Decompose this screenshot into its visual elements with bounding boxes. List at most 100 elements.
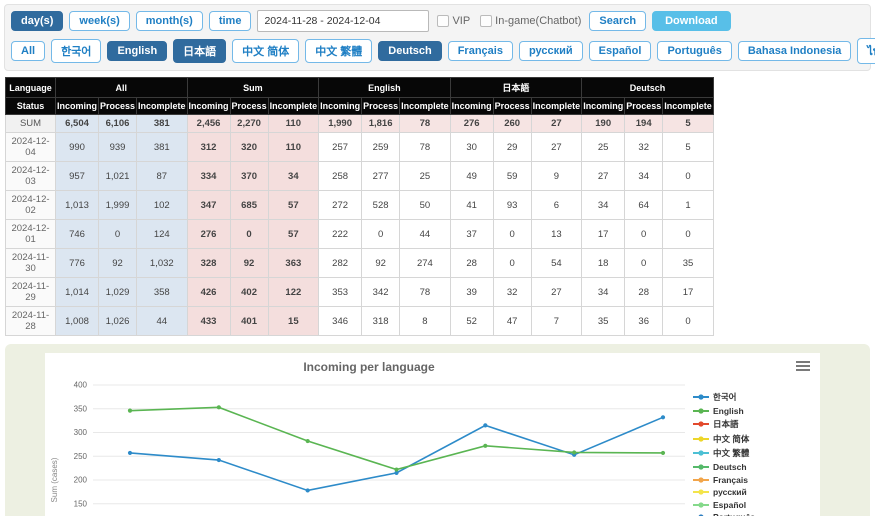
vip-checkbox[interactable] <box>437 15 449 27</box>
table-cell: 259 <box>362 133 400 162</box>
table-cell: 282 <box>319 249 362 278</box>
table-cell: 260 <box>493 115 531 133</box>
legend-item[interactable]: Español <box>693 500 805 510</box>
legend-item[interactable]: English <box>693 406 805 416</box>
table-cell: 34 <box>268 162 319 191</box>
table-cell: 7 <box>531 307 582 336</box>
ingame-checkbox[interactable] <box>480 15 492 27</box>
legend-label: русский <box>713 487 747 497</box>
table-cell: 1,021 <box>99 162 137 191</box>
sub-header: Incomplete <box>268 98 319 115</box>
legend-item[interactable]: русский <box>693 487 805 497</box>
table-cell: 52 <box>450 307 493 336</box>
language-filter-button[interactable]: Français <box>448 41 513 61</box>
language-filter-button[interactable]: 日本語 <box>173 39 226 63</box>
table-cell: 15 <box>268 307 319 336</box>
chart-svg: 0501001502002503003504002024-11-282024-1… <box>45 353 693 516</box>
table-cell: 1,990 <box>319 115 362 133</box>
table-cell: 28 <box>625 278 663 307</box>
vip-label: VIP <box>452 15 470 27</box>
chart-menu-icon[interactable] <box>796 361 810 373</box>
row-label: 2024-11-29 <box>6 278 56 307</box>
chart-legend: 한국어 English 日本語中文 简体中文 繁體 Deutsch Français ру… <box>693 353 805 516</box>
search-button[interactable]: Search <box>589 11 646 31</box>
table-cell: 274 <box>400 249 451 278</box>
legend-item[interactable]: 한국어 <box>693 391 805 403</box>
legend-marker-icon <box>693 463 709 471</box>
table-cell: 18 <box>582 249 625 278</box>
language-filter-button[interactable]: ไทย <box>857 38 875 64</box>
table-cell: 25 <box>400 162 451 191</box>
language-filter-button[interactable]: Português <box>657 41 731 61</box>
language-filter-button[interactable]: 中文 繁體 <box>305 39 372 63</box>
table-cell: 8 <box>400 307 451 336</box>
table-cell: 1 <box>663 191 714 220</box>
period-button-days[interactable]: day(s) <box>11 11 63 31</box>
language-filter-button[interactable]: 中文 简体 <box>232 39 299 63</box>
language-filter-button[interactable]: русский <box>519 41 583 61</box>
ingame-label: In-game(Chatbot) <box>495 15 581 27</box>
legend-marker-icon <box>693 393 709 401</box>
legend-item[interactable]: Deutsch <box>693 462 805 472</box>
chart-section: Incoming per language 050100150200250300… <box>5 344 870 516</box>
period-button-months[interactable]: month(s) <box>136 11 203 31</box>
legend-item[interactable]: 中文 简体 <box>693 433 805 445</box>
table-row: 2024-12-04990939381312320110257259783029… <box>6 133 714 162</box>
table-cell: 1,029 <box>99 278 137 307</box>
series-line-English <box>130 407 663 469</box>
svg-text:350: 350 <box>74 404 88 413</box>
table-cell: 342 <box>362 278 400 307</box>
sub-header: Process <box>493 98 531 115</box>
table-cell: 2,270 <box>230 115 268 133</box>
table-cell: 34 <box>625 162 663 191</box>
sub-header: Process <box>362 98 400 115</box>
table-row: 2024-12-039571,0218733437034258277254959… <box>6 162 714 191</box>
legend-label: 日本語 <box>713 418 739 430</box>
table-cell: 37 <box>450 220 493 249</box>
sub-header: Incoming <box>56 98 99 115</box>
corner-status: Status <box>6 98 56 115</box>
table-cell: 328 <box>187 249 230 278</box>
language-filter-button[interactable]: 한국어 <box>51 39 101 63</box>
language-filter-button[interactable]: Bahasa Indonesia <box>738 41 852 61</box>
table-cell: 1,032 <box>137 249 188 278</box>
period-button-weeks[interactable]: week(s) <box>69 11 129 31</box>
table-cell: 272 <box>319 191 362 220</box>
language-filter-button[interactable]: Español <box>589 41 652 61</box>
table-cell: 27 <box>531 133 582 162</box>
svg-text:300: 300 <box>74 428 88 437</box>
table-cell: 194 <box>625 115 663 133</box>
legend-marker-icon <box>693 435 709 443</box>
table-cell: 347 <box>187 191 230 220</box>
legend-item[interactable]: 中文 繁體 <box>693 447 805 459</box>
date-range-input[interactable] <box>257 10 429 32</box>
sub-header: Incoming <box>319 98 362 115</box>
table-cell: 32 <box>493 278 531 307</box>
legend-item[interactable]: Português <box>693 512 805 516</box>
table-cell: 44 <box>400 220 451 249</box>
table-cell: 13 <box>531 220 582 249</box>
chart-title: Incoming per language <box>45 360 693 374</box>
legend-item[interactable]: 日本語 <box>693 418 805 430</box>
table-cell: 59 <box>493 162 531 191</box>
table-cell: 257 <box>319 133 362 162</box>
language-filter-button[interactable]: English <box>107 41 167 61</box>
language-filter-button[interactable]: Deutsch <box>378 41 441 61</box>
legend-item[interactable]: Français <box>693 475 805 485</box>
download-button[interactable]: Download <box>652 11 731 31</box>
table-cell: 957 <box>56 162 99 191</box>
group-header: All <box>56 78 188 98</box>
table-row: 2024-12-021,0131,99910234768557272528504… <box>6 191 714 220</box>
table-cell: 939 <box>99 133 137 162</box>
table-cell: 124 <box>137 220 188 249</box>
period-button-time[interactable]: time <box>209 11 252 31</box>
table-cell: 39 <box>450 278 493 307</box>
language-filter-button[interactable]: All <box>11 41 45 61</box>
sub-header: Process <box>230 98 268 115</box>
table-cell: 41 <box>450 191 493 220</box>
legend-marker-icon <box>693 488 709 496</box>
ingame-checkbox-wrap: In-game(Chatbot) <box>480 15 581 27</box>
sub-header: Incoming <box>582 98 625 115</box>
legend-label: Español <box>713 500 746 510</box>
row-label: 2024-11-28 <box>6 307 56 336</box>
